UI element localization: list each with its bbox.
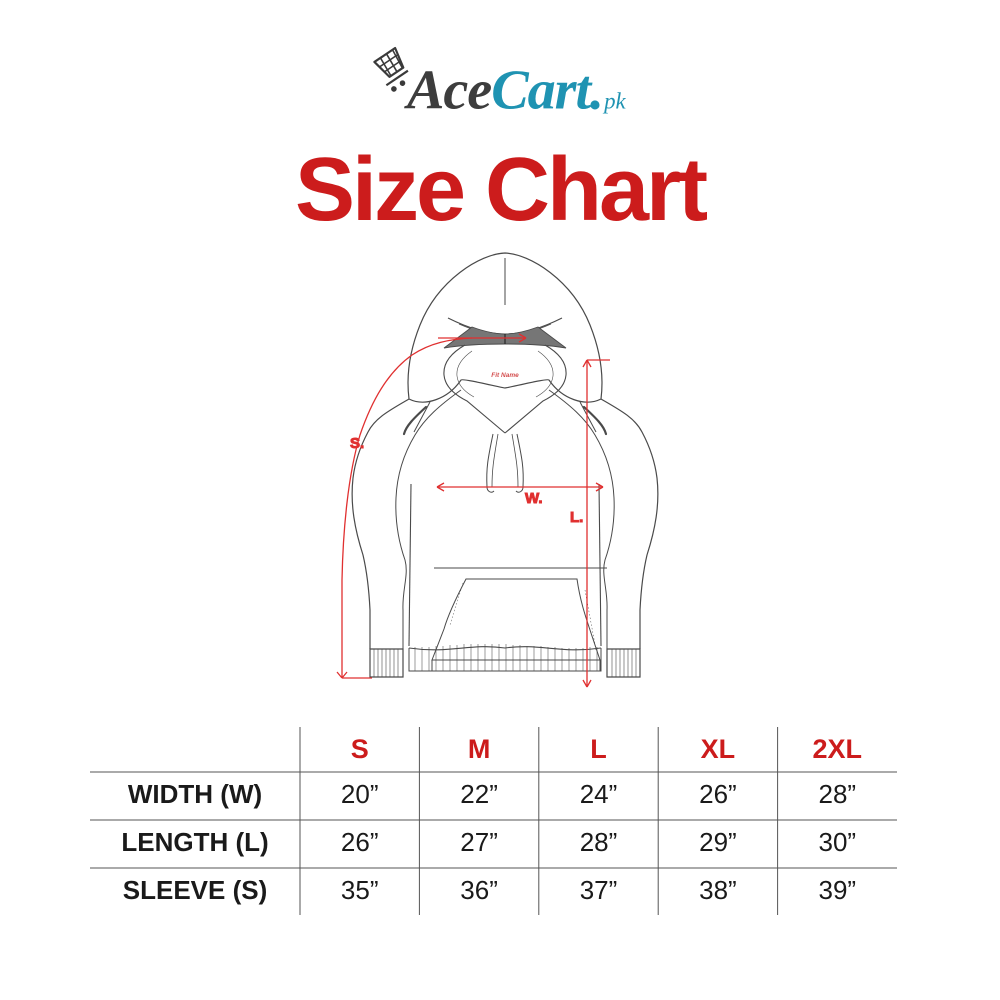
svg-text:LENGTH (L): LENGTH (L) (121, 827, 268, 857)
svg-text:28”: 28” (819, 779, 857, 809)
svg-text:26”: 26” (699, 779, 737, 809)
svg-text:SLEEVE (S): SLEEVE (S) (123, 875, 267, 905)
svg-text:35”: 35” (341, 875, 379, 905)
svg-text:28”: 28” (580, 827, 618, 857)
svg-text:26”: 26” (341, 827, 379, 857)
svg-text:38”: 38” (699, 875, 737, 905)
svg-text:27”: 27” (460, 827, 498, 857)
svg-text:WIDTH (W): WIDTH (W) (128, 779, 262, 809)
svg-text:L.: L. (570, 509, 583, 526)
svg-text:L: L (590, 734, 607, 764)
svg-text:39”: 39” (819, 875, 857, 905)
svg-text:2XL: 2XL (813, 734, 863, 764)
svg-text:M: M (468, 734, 491, 764)
svg-text:Fit Name: Fit Name (491, 372, 519, 379)
svg-text:37”: 37” (580, 875, 618, 905)
svg-text:36”: 36” (460, 875, 498, 905)
svg-text:XL: XL (701, 734, 736, 764)
svg-text:24”: 24” (580, 779, 618, 809)
svg-text:22”: 22” (460, 779, 498, 809)
svg-text:S: S (351, 734, 369, 764)
svg-text:29”: 29” (699, 827, 737, 857)
svg-text:30”: 30” (819, 827, 857, 857)
svg-text:20”: 20” (341, 779, 379, 809)
svg-text:W.: W. (525, 490, 543, 507)
svg-text:S.: S. (350, 435, 364, 452)
